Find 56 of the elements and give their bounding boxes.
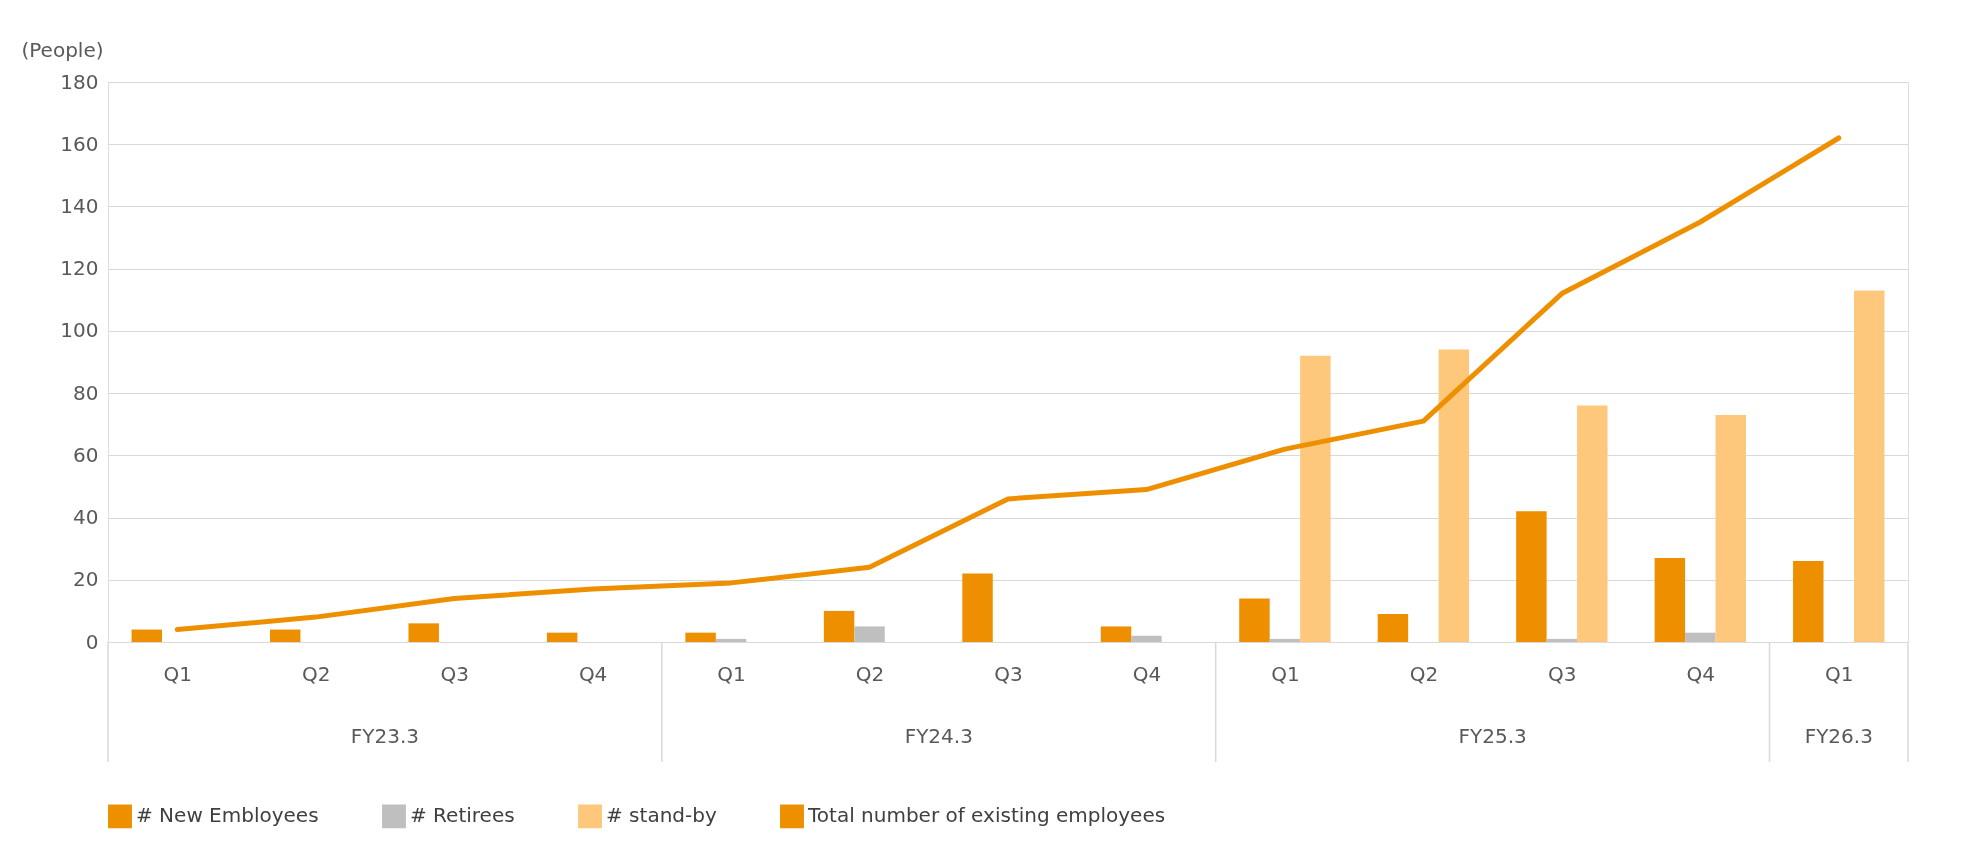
- bar: [823, 610, 855, 642]
- bar: [1685, 632, 1716, 642]
- x-tick-label: Q1: [163, 661, 192, 686]
- legend-label: # stand-by: [606, 803, 717, 828]
- x-tick-label: Q3: [994, 661, 1023, 686]
- text: FY23.3: [350, 724, 420, 748]
- bar: [1239, 598, 1270, 642]
- bar: [1793, 561, 1824, 642]
- bar: [1715, 414, 1746, 642]
- y-tick-label: 140: [60, 193, 99, 218]
- x-tick-label: Q1: [717, 661, 746, 686]
- x-tick-label: Q4: [578, 661, 608, 686]
- bar: [1269, 638, 1301, 642]
- x-tick-label: Q4: [1132, 661, 1162, 686]
- y-tick-label: 0: [85, 629, 99, 654]
- x-tick-label: Q4: [1686, 661, 1716, 686]
- bar: [685, 632, 716, 642]
- x-tick-label: Q1: [1271, 661, 1300, 686]
- y-tick-label: 120: [60, 256, 99, 281]
- x-tick-label: Q3: [440, 661, 469, 686]
- y-tick-label: 100: [60, 318, 99, 343]
- x-tick-label: Q3: [1548, 661, 1577, 686]
- bar: [1438, 349, 1470, 642]
- text: FY26.3: [1804, 724, 1873, 748]
- x-tick-label: Q2: [855, 661, 885, 686]
- bar: [131, 629, 162, 642]
- x-tick-label: Q2: [1409, 661, 1439, 686]
- legend-label: Total number of existing employees: [807, 803, 1166, 828]
- y-tick-label: 20: [73, 567, 99, 592]
- bar: [408, 623, 439, 642]
- bar: [1516, 511, 1547, 642]
- y-tick-label: 180: [60, 69, 99, 94]
- text: FY25.3: [1458, 724, 1527, 748]
- bar: [546, 632, 578, 642]
- y-tick-label: 60: [73, 442, 99, 467]
- y-axis-title: (People): [21, 37, 104, 62]
- y-tick-label: 40: [73, 505, 99, 530]
- bar: [1577, 405, 1608, 642]
- bar: [1100, 626, 1132, 642]
- text: FY24.3: [904, 724, 973, 748]
- x-tick-label: Q1: [1825, 661, 1854, 686]
- bar: [1654, 558, 1686, 642]
- bar: [1546, 638, 1578, 642]
- bar: [715, 638, 747, 642]
- bar: [1300, 355, 1331, 642]
- bar: [1131, 635, 1162, 642]
- y-tick-label: 160: [60, 131, 99, 156]
- legend-label: # New Embloyees: [136, 803, 319, 828]
- bar: [1854, 290, 1885, 642]
- y-tick-label: 80: [73, 380, 99, 405]
- bar: [854, 626, 885, 642]
- bar: [962, 573, 993, 642]
- legend-label: # Retirees: [410, 803, 515, 828]
- x-tick-label: Q2: [301, 661, 331, 686]
- bar: [270, 629, 301, 642]
- bar: [1377, 614, 1409, 642]
